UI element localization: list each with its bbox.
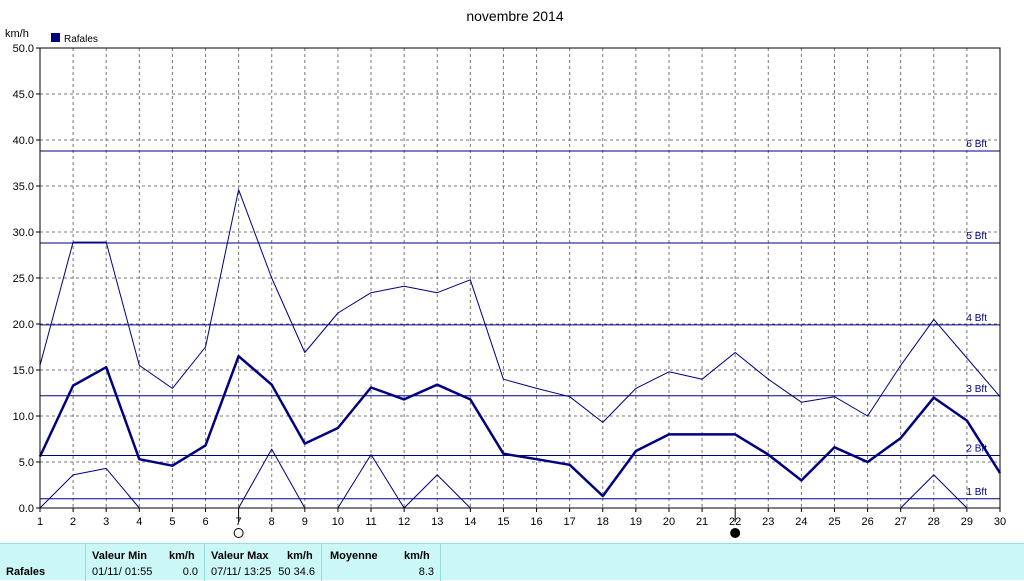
x-tick-label: 12: [398, 516, 410, 528]
y-axis-unit: km/h: [5, 28, 29, 40]
stats-avg-value: 8.3: [418, 566, 434, 578]
y-tick-label: 45.0: [13, 89, 34, 101]
x-tick-label: 10: [332, 516, 344, 528]
x-tick-label: 20: [663, 516, 675, 528]
y-tick-label: 35.0: [13, 181, 34, 193]
x-tick-label: 23: [762, 516, 774, 528]
beaufort-label: 2 Bft: [966, 444, 987, 455]
x-tick-label: 28: [928, 516, 940, 528]
y-tick-label: 30.0: [13, 227, 34, 239]
stats-avg-label: Moyenne: [330, 550, 378, 562]
stats-footer: Rafales Valeur Min km/h 01/11/ 01:55 0.0…: [0, 543, 1024, 581]
stats-min-datetime: 01/11/ 01:55: [92, 566, 153, 578]
x-tick-label: 21: [696, 516, 708, 528]
series-line-min: [900, 474, 968, 509]
x-tick-label: 9: [302, 516, 308, 528]
series-line-min: [39, 448, 471, 509]
beaufort-label: 6 Bft: [966, 139, 987, 150]
stats-max-cell: Valeur Max km/h 07/11/ 13:25 50 34.6: [205, 544, 322, 581]
stats-min-unit: km/h: [169, 550, 195, 562]
x-tick-label: 14: [464, 516, 476, 528]
y-tick-label: 0.0: [19, 503, 34, 515]
x-tick-label: 18: [597, 516, 609, 528]
stats-row-label-cell: Rafales: [0, 544, 86, 581]
y-tick-label: 15.0: [13, 365, 34, 377]
y-tick-label: 5.0: [19, 457, 34, 469]
stats-max-unit: km/h: [287, 550, 313, 562]
x-tick-label: 2: [70, 516, 76, 528]
beaufort-label: 4 Bft: [966, 313, 987, 324]
x-tick-label: 11: [365, 516, 376, 528]
plot-frame: [39, 47, 1001, 509]
x-tick-label: 15: [497, 516, 509, 528]
moon-full-icon: [233, 528, 244, 538]
wind-gust-chart: novembre 2014 km/h Rafales 1 Bft 2 Bft 3 B…: [5, 8, 1006, 538]
x-tick-label: 19: [630, 516, 642, 528]
y-tick-label: 50.0: [13, 43, 34, 55]
y-tick-label: 10.0: [13, 411, 34, 423]
beaufort-label: 1 Bft: [966, 487, 987, 498]
x-tick-label: 6: [202, 516, 208, 528]
x-tick-label: 24: [795, 516, 807, 528]
stats-min-label: Valeur Min: [92, 550, 148, 562]
x-tick-label: 13: [431, 516, 443, 528]
x-tick-label: 29: [961, 516, 973, 528]
x-tick-label: 17: [564, 516, 576, 528]
x-tick-label: 26: [861, 516, 873, 528]
series-line-max: [39, 189, 1001, 423]
stats-avg-cell: Moyenne km/h 8.3: [322, 544, 441, 581]
legend-label: Rafales: [64, 34, 98, 45]
x-tick-label: 5: [169, 516, 175, 528]
stats-row-label: Rafales: [6, 566, 46, 578]
legend-swatch: [51, 33, 60, 42]
y-tick-label: 25.0: [13, 273, 34, 285]
x-tick-label: 16: [530, 516, 542, 528]
beaufort-label: 3 Bft: [966, 384, 987, 395]
y-tick-label: 20.0: [13, 319, 34, 331]
x-tick-label: 4: [136, 516, 142, 528]
y-tick-label: 40.0: [13, 135, 34, 147]
stats-max-label: Valeur Max: [211, 550, 269, 562]
stats-min-cell: Valeur Min km/h 01/11/ 01:55 0.0: [86, 544, 205, 581]
beaufort-label: 5 Bft: [966, 231, 987, 242]
x-tick-label: 30: [994, 516, 1006, 528]
x-tick-label: 8: [269, 516, 275, 528]
x-tick-label: 3: [103, 516, 109, 528]
stats-max-datetime: 07/11/ 13:25: [211, 566, 272, 578]
x-tick-label: 1: [37, 516, 43, 528]
series-line-average: [38, 354, 1002, 498]
x-tick-label: 27: [895, 516, 907, 528]
stats-max-value: 50 34.6: [278, 566, 315, 578]
stats-avg-unit: km/h: [404, 550, 430, 562]
chart-title: novembre 2014: [466, 8, 564, 24]
stats-min-value: 0.0: [182, 566, 198, 578]
x-tick-label: 25: [828, 516, 840, 528]
moon-new-icon: [730, 528, 741, 538]
